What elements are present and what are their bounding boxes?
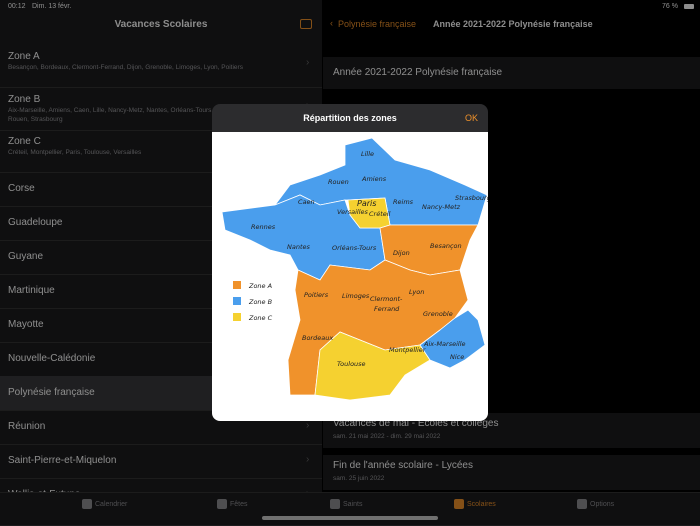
zone-region bbox=[314, 331, 431, 401]
list-row[interactable] bbox=[0, 240, 322, 275]
status-battery: 76 % bbox=[662, 3, 678, 10]
list-row[interactable] bbox=[0, 308, 322, 343]
back-label[interactable]: Polynésie française bbox=[338, 19, 417, 29]
legend-swatch bbox=[233, 297, 241, 305]
sidebar-title: Vacances Scolaires bbox=[114, 19, 208, 30]
chevron: › bbox=[306, 420, 310, 431]
map-label: Paris bbox=[357, 199, 376, 208]
list-row[interactable] bbox=[0, 274, 322, 309]
home-indicator bbox=[262, 516, 438, 520]
map-label: Créteil bbox=[369, 210, 391, 218]
tab-icon[interactable] bbox=[82, 499, 92, 509]
zone-subtitle: Créteil, Montpellier, Paris, Toulouse, V… bbox=[8, 149, 142, 156]
detail-row bbox=[323, 455, 700, 490]
row-title: Vacances de mai - Écoles et collèges bbox=[333, 418, 499, 429]
map-label: Bordeaux bbox=[302, 334, 333, 342]
list-row[interactable] bbox=[0, 410, 322, 445]
map-label: Nancy-Metz bbox=[422, 203, 461, 211]
row-title: Fin de l'année scolaire - Lycées bbox=[333, 460, 473, 471]
list-label: Corse bbox=[8, 183, 35, 194]
map: Lille Amiens Rouen Caen Reims StrasbourgNancy… bbox=[212, 132, 488, 421]
map-label: Dijon bbox=[393, 249, 410, 257]
list-label: Guadeloupe bbox=[8, 217, 63, 228]
back-button[interactable]: ‹ bbox=[330, 18, 333, 28]
map-label: Versailles bbox=[337, 208, 369, 216]
tab-label[interactable]: Calendrier bbox=[95, 501, 128, 508]
map-label: Aix-Marseille bbox=[423, 340, 466, 348]
zone-region bbox=[419, 309, 486, 369]
list-row[interactable] bbox=[0, 172, 322, 207]
list-label: Guyane bbox=[8, 251, 44, 262]
legend-label: Zone A bbox=[248, 282, 272, 290]
list-label: Martinique bbox=[8, 285, 55, 296]
map-label: Reims bbox=[393, 198, 414, 206]
map-label: Orléans-Tours bbox=[332, 244, 377, 252]
map-label: Toulouse bbox=[337, 360, 366, 368]
map-label: Limoges bbox=[342, 292, 370, 300]
modal-title: Répartition des zones bbox=[303, 113, 397, 123]
detail-row bbox=[323, 57, 700, 89]
row-date: sam. 25 juin 2022 bbox=[333, 475, 385, 482]
map-label: Nantes bbox=[287, 243, 311, 251]
list-label: Polynésie française bbox=[8, 387, 95, 398]
zone-row[interactable] bbox=[0, 45, 322, 88]
map-label: Montpellier bbox=[389, 346, 427, 354]
ok-button[interactable]: OK bbox=[465, 113, 479, 123]
legend-label: Zone B bbox=[248, 298, 273, 306]
map-label: Rouen bbox=[328, 178, 349, 186]
map-label: Rennes bbox=[251, 223, 276, 231]
map-label: Amiens bbox=[361, 175, 387, 183]
tab-icon[interactable] bbox=[217, 499, 227, 509]
zone-row[interactable] bbox=[0, 130, 322, 173]
list-label: Mayotte bbox=[8, 319, 44, 330]
tab-bar bbox=[0, 492, 700, 526]
tab-label[interactable]: Fêtes bbox=[230, 501, 248, 508]
tab-icon[interactable] bbox=[454, 499, 464, 509]
list-label: Saint-Pierre-et-Miquelon bbox=[8, 455, 117, 466]
map-label: Caen bbox=[298, 198, 315, 206]
zone-row[interactable] bbox=[0, 88, 322, 131]
map-label: Poitiers bbox=[304, 291, 329, 299]
status-time: 00:12 bbox=[8, 3, 26, 10]
zone-name: Zone B bbox=[8, 93, 41, 105]
map-button[interactable] bbox=[300, 19, 312, 29]
status-date: Dim. 13 févr. bbox=[32, 3, 72, 10]
list-label: Nouvelle-Calédonie bbox=[8, 353, 96, 364]
list-row[interactable] bbox=[0, 444, 322, 479]
map-label: Ferrand bbox=[374, 305, 400, 313]
map-label: Clermont- bbox=[370, 295, 403, 303]
tab-icon[interactable] bbox=[330, 499, 340, 509]
legend-label: Zone C bbox=[248, 314, 273, 322]
zone-name: Zone A bbox=[8, 51, 40, 62]
chevron: › bbox=[306, 454, 310, 465]
battery-icon bbox=[684, 4, 694, 9]
legend-swatch bbox=[233, 313, 241, 321]
legend-swatch bbox=[233, 281, 241, 289]
list-label: Réunion bbox=[8, 421, 46, 432]
map-label: Nice bbox=[450, 353, 464, 361]
tab-label[interactable]: Saints bbox=[343, 501, 363, 508]
zone-name: Zone C bbox=[8, 136, 41, 147]
row-date: sam. 21 mai 2022 - dim. 29 mai 2022 bbox=[333, 433, 441, 440]
tab-icon[interactable] bbox=[577, 499, 587, 509]
tab-label[interactable]: Scolaires bbox=[467, 501, 496, 508]
map-label: Grenoble bbox=[423, 310, 453, 318]
row-title: Année 2021-2022 Polynésie française bbox=[333, 67, 503, 78]
tab-label[interactable]: Options bbox=[590, 501, 615, 508]
detail-title: Année 2021-2022 Polynésie française bbox=[433, 19, 593, 29]
modal-header bbox=[212, 104, 488, 132]
zone-subtitle: Besançon, Bordeaux, Clermont-Ferrand, Di… bbox=[8, 64, 243, 71]
map-label: Lille bbox=[361, 150, 374, 158]
map-label: Besançon bbox=[430, 242, 462, 250]
map-label: Lyon bbox=[409, 288, 424, 296]
list-row[interactable] bbox=[0, 206, 322, 241]
zone-subtitle: Aix-Marseille, Amiens, Caen, Lille, Nanc… bbox=[8, 106, 262, 114]
zone-subtitle: Rouen, Strasbourg bbox=[8, 115, 63, 123]
chevron: › bbox=[306, 57, 310, 68]
map-label: Strasbourg bbox=[455, 194, 488, 202]
